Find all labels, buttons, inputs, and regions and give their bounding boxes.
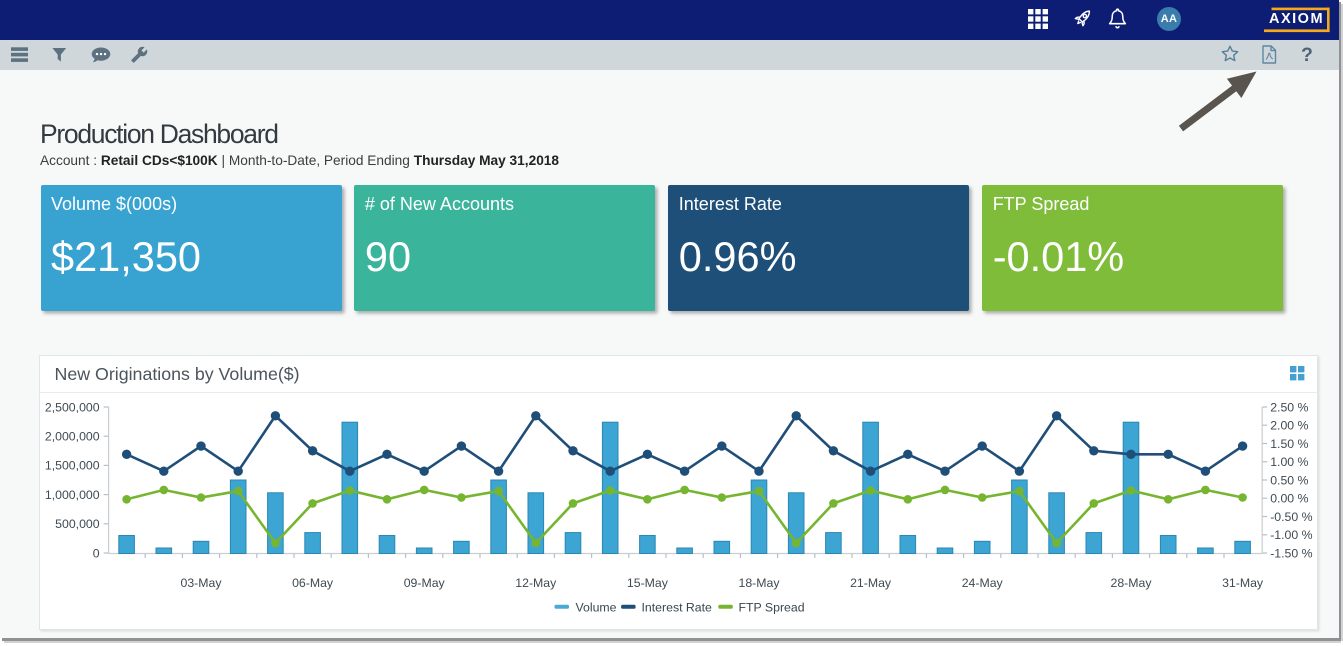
svg-text:03-May: 03-May bbox=[180, 576, 222, 590]
svg-text:Volume: Volume bbox=[576, 600, 617, 614]
svg-text:2.50 %: 2.50 % bbox=[1270, 400, 1308, 414]
svg-text:18-May: 18-May bbox=[738, 576, 780, 590]
svg-text:FTP Spread: FTP Spread bbox=[739, 600, 805, 614]
svg-text:06-May: 06-May bbox=[292, 576, 334, 590]
svg-text:Interest Rate: Interest Rate bbox=[642, 600, 713, 614]
svg-text:1.00 %: 1.00 % bbox=[1270, 455, 1308, 469]
svg-text:-1.00 %: -1.00 % bbox=[1270, 528, 1312, 542]
svg-text:1.50 %: 1.50 % bbox=[1270, 437, 1308, 451]
svg-text:09-May: 09-May bbox=[404, 576, 446, 590]
svg-text:0: 0 bbox=[93, 546, 100, 560]
svg-text:1,500,000: 1,500,000 bbox=[45, 459, 100, 473]
svg-text:2,500,000: 2,500,000 bbox=[45, 400, 100, 414]
svg-text:21-May: 21-May bbox=[850, 576, 892, 590]
svg-text:15-May: 15-May bbox=[627, 576, 669, 590]
svg-text:-1.50 %: -1.50 % bbox=[1270, 546, 1312, 560]
svg-text:0.50 %: 0.50 % bbox=[1270, 473, 1308, 487]
svg-text:24-May: 24-May bbox=[962, 576, 1004, 590]
svg-text:28-May: 28-May bbox=[1110, 576, 1152, 590]
svg-text:12-May: 12-May bbox=[515, 576, 557, 590]
svg-text:-0.50 %: -0.50 % bbox=[1270, 510, 1312, 524]
svg-text:2,000,000: 2,000,000 bbox=[45, 430, 100, 444]
svg-text:1,000,000: 1,000,000 bbox=[45, 488, 100, 502]
svg-text:2.00 %: 2.00 % bbox=[1270, 419, 1308, 433]
svg-text:0.00 %: 0.00 % bbox=[1270, 492, 1308, 506]
svg-text:500,000: 500,000 bbox=[55, 517, 100, 531]
svg-text:31-May: 31-May bbox=[1222, 576, 1264, 590]
